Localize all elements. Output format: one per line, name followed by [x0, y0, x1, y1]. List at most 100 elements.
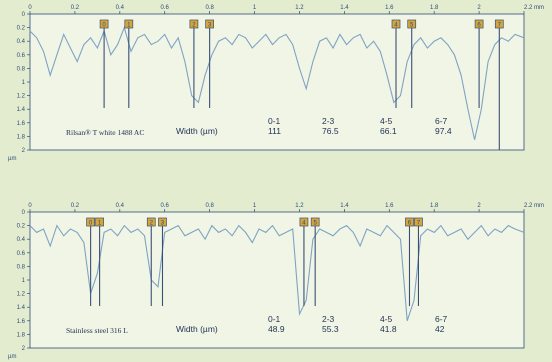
- chart-1-marker-label: 1: [127, 23, 131, 29]
- chart-2-x-tick-label: 0.2: [71, 203, 80, 209]
- chart-1-x-tick-label: 1.2: [295, 5, 304, 11]
- chart-1-marker-box: [189, 19, 199, 29]
- chart-1-y-unit: µm: [8, 156, 16, 162]
- chart-1-y-tick-label: 1.8: [17, 134, 26, 140]
- chart-1-marker-box: [205, 19, 214, 29]
- chart-1-marker-label: 0: [102, 23, 106, 29]
- chart-1-marker-label: 7: [498, 23, 502, 29]
- chart-1-y-tick-label: 2: [22, 148, 26, 154]
- chart-2-y-tick-label: 0.4: [17, 237, 26, 243]
- chart-2-marker-box: [299, 217, 309, 227]
- chart-2-y-tick-label: 2: [22, 346, 26, 352]
- chart-1-x-tick-label: 0.6: [161, 5, 170, 11]
- chart-1-width-value: 66.1: [380, 126, 397, 136]
- chart-1-x-tick-label: 1: [253, 5, 257, 11]
- chart-2-pair-label: 6-7: [435, 314, 448, 324]
- chart-2-x-tick-label: 1.4: [340, 203, 349, 209]
- chart-1-x-tick-label: 1.8: [430, 5, 439, 11]
- chart-2-x-tick-label: 1.2: [295, 203, 304, 209]
- chart-2-marker-label: 5: [314, 221, 318, 227]
- chart-2-marker-box: [158, 217, 167, 227]
- chart-1-y-tick-label: 0.4: [17, 39, 26, 45]
- chart-2-marker-box: [414, 217, 423, 227]
- chart-2-width-value: 42: [435, 324, 445, 334]
- chart-1-x-tick-label: 0: [28, 5, 32, 11]
- chart-1-marker-box: [407, 19, 417, 29]
- chart-2-y-unit: µm: [8, 354, 16, 360]
- chart-2-x-tick-label: 0.6: [161, 203, 170, 209]
- chart-1-y-tick-label: 0.8: [17, 66, 26, 72]
- chart-2-pair-label: 2-3: [322, 314, 335, 324]
- chart-1-marker-box: [99, 19, 109, 29]
- chart-2-sample-name: Stainless steel 316 L: [66, 326, 128, 335]
- chart-2-y-tick-label: 1.6: [17, 319, 26, 325]
- chart-1-width-value: 97.4: [435, 126, 452, 136]
- chart-2-marker-box: [86, 217, 95, 227]
- chart-1-x-tick-label: 0.8: [205, 5, 214, 11]
- chart-1-y-tick-label: 0: [22, 12, 26, 18]
- chart-2-x-tick-label: 0.4: [116, 203, 125, 209]
- chart-1-pair-label: 0-1: [268, 116, 281, 126]
- chart-1-x-tick-label: 2: [477, 5, 481, 11]
- chart-1-sample-name: Rilsan® T white 1488 AC: [66, 128, 144, 137]
- chart-2-x-tick-label: 0.8: [205, 203, 214, 209]
- chart-2-y-tick-label: 0.2: [17, 224, 26, 230]
- chart-2-marker-label: 4: [302, 221, 306, 227]
- chart-2-marker-label: 7: [417, 221, 421, 227]
- chart-1-y-tick-label: 0.6: [17, 53, 26, 59]
- chart-2-marker-label: 3: [161, 221, 165, 227]
- chart-1-x-tick-label: 0.2: [71, 5, 80, 11]
- chart-1-y-tick-label: 1.4: [17, 107, 26, 113]
- chart-2-marker-label: 6: [408, 221, 412, 227]
- chart-2-y-tick-label: 1: [22, 278, 26, 284]
- chart-1-marker-box: [494, 19, 504, 29]
- chart-1-x-tick-label: 1.4: [340, 5, 349, 11]
- chart-1-marker-box: [474, 19, 484, 29]
- chart-2-pair-label: 0-1: [268, 314, 281, 324]
- chart-1-profile-line: [29, 25, 525, 140]
- chart-2-group: 0 0.2 0.4 0.6 0.8 1 1.2 1.4 1.6 1.8 2 2.2 mm 0 0.2 0.4…: [8, 203, 544, 360]
- chart-2-width-value: 48.9: [268, 324, 285, 334]
- chart-1-marker-label: 2: [192, 23, 196, 29]
- chart-2-width-label: Width (µm): [176, 324, 218, 334]
- chart-2-y-tick-label: 1.4: [17, 305, 26, 311]
- chart-2-x-tick-label: 1: [253, 203, 257, 209]
- chart-2-width-value: 55.3: [322, 324, 339, 334]
- chart-2-y-tick-label: 0.8: [17, 264, 26, 270]
- chart-1-marker-box: [124, 19, 134, 29]
- chart-1-group: 0 0.2 0.4 0.6 0.8 1 1.2 1.4 1.6 1.8 2 2.2 mm 0 0.2 0.4…: [8, 5, 544, 162]
- chart-2-pair-label: 4-5: [380, 314, 393, 324]
- chart-2-width-value: 41.8: [380, 324, 397, 334]
- chart-2-x-tick-label: 0: [28, 203, 32, 209]
- chart-2-marker-box: [310, 217, 320, 227]
- chart-2-profile-line: [29, 224, 525, 321]
- chart-1-marker-label: 3: [208, 23, 212, 29]
- chart-2-marker-box: [95, 217, 104, 227]
- chart-2-marker-label: 2: [150, 221, 154, 227]
- chart-2-y-tick-label: 1.2: [17, 292, 26, 298]
- chart-1-x-tick-label: 1.6: [385, 5, 394, 11]
- chart-1-y-tick-label: 1: [22, 80, 26, 86]
- chart-1-width-label: Width (µm): [176, 126, 218, 136]
- chart-1-y-tick-label: 0.2: [17, 26, 26, 32]
- chart-2-y-tick-label: 1.8: [17, 332, 26, 338]
- chart-1-width-value: 76.5: [322, 126, 339, 136]
- chart-1-pair-label: 4-5: [380, 116, 393, 126]
- chart-1-pair-label: 6-7: [435, 116, 448, 126]
- chart-2-marker-label: 1: [98, 221, 102, 227]
- chart-1-y-tick-label: 1.6: [17, 121, 26, 127]
- chart-1-width-value: 111: [268, 126, 281, 136]
- chart-2-x-tick-label: 2.2 mm: [524, 203, 544, 209]
- chart-2-x-tick-label: 2: [477, 203, 481, 209]
- chart-2-y-tick-label: 0: [22, 210, 26, 216]
- chart-1-y-tick-label: 1.2: [17, 94, 26, 100]
- chart-1-marker-label: 4: [394, 23, 398, 29]
- chart-2-x-tick-label: 1.8: [430, 203, 439, 209]
- chart-2-plot-area: [29, 211, 525, 349]
- chart-1-pair-label: 2-3: [322, 116, 335, 126]
- chart-2-marker-box: [405, 217, 414, 227]
- chart-2-y-tick-label: 0.6: [17, 251, 26, 257]
- chart-1-marker-label: 5: [410, 23, 414, 29]
- chart-1-marker-box: [391, 19, 401, 29]
